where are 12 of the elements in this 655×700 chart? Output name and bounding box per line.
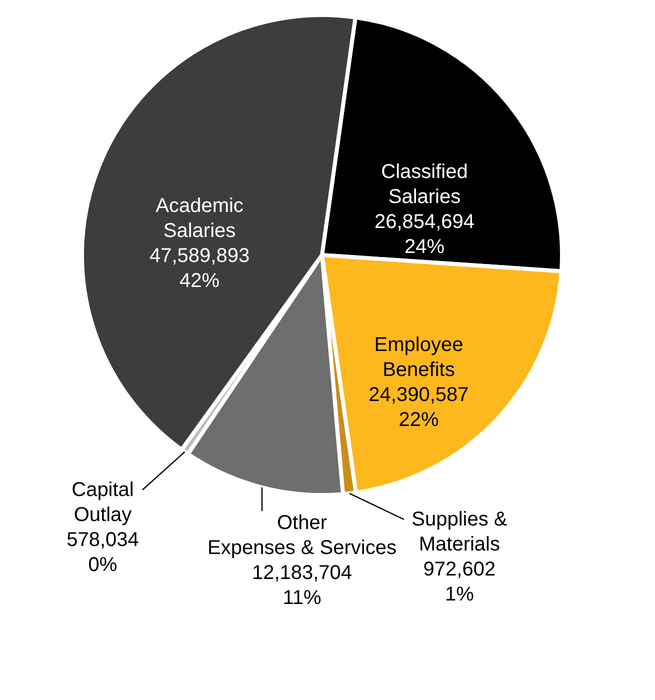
data-label: 972,602 1% bbox=[423, 558, 496, 606]
slice-label: Supplies & Materials bbox=[412, 508, 508, 556]
slice-label: Academic Salaries bbox=[156, 194, 244, 242]
slice-label: Capital Outlay bbox=[72, 478, 134, 526]
slice-label: Classified Salaries bbox=[381, 160, 468, 208]
data-label: 47,589,893 42% bbox=[149, 244, 250, 292]
data-label: 24,390,587 22% bbox=[368, 384, 469, 431]
data-label: 26,854,694 24% bbox=[374, 210, 475, 258]
slice-label: Employee Benefits bbox=[374, 334, 464, 381]
slice-label: Other Expenses & Services bbox=[208, 512, 396, 559]
data-label: 12,183,704 11% bbox=[252, 562, 352, 609]
data-label: 578,034 0% bbox=[66, 528, 139, 576]
